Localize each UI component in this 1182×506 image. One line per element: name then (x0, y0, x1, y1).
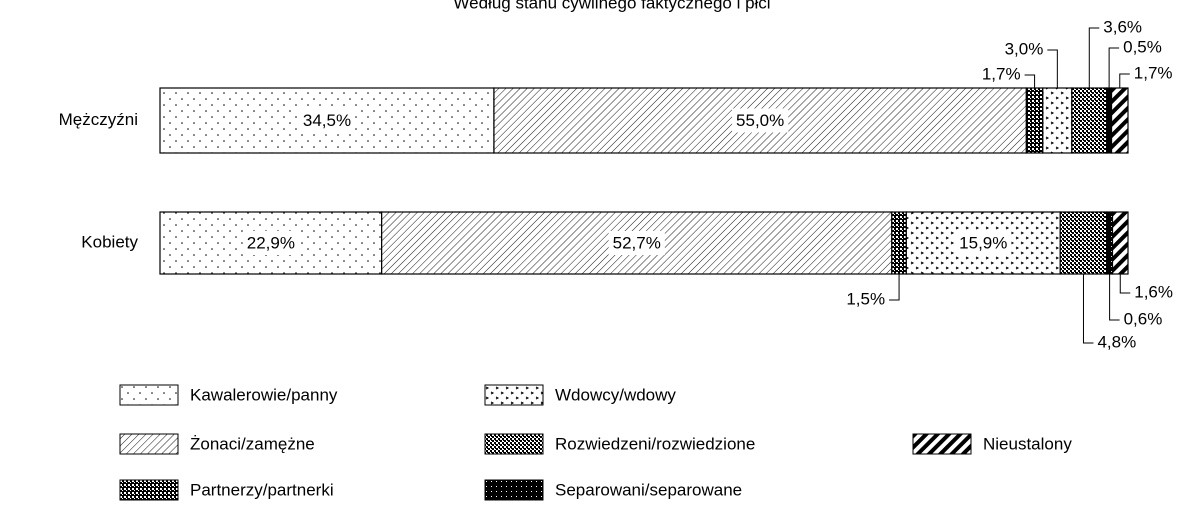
legend-label: Żonaci/zamężne (190, 434, 315, 453)
value-label: 15,9% (959, 233, 1007, 252)
leader-line (1024, 74, 1036, 88)
value-label: 1,6% (1134, 282, 1173, 301)
leader-line (1082, 274, 1094, 344)
value-label: 0,6% (1124, 309, 1163, 328)
legend-swatch (912, 433, 972, 455)
value-label: 52,7% (613, 233, 661, 252)
leader-line (1088, 27, 1100, 88)
category-label: Mężczyźni (59, 110, 138, 129)
value-label: 55,0% (736, 111, 784, 130)
value-label: 22,9% (247, 233, 295, 252)
bar-segment (1106, 87, 1113, 154)
leader-line (1109, 274, 1120, 321)
value-label: 34,5% (303, 111, 351, 130)
bar-segment (1110, 87, 1129, 154)
label-bg (608, 231, 665, 255)
bar-segment (1042, 87, 1073, 154)
bar-segment (1059, 211, 1108, 275)
legend-label: Wdowcy/wdowy (555, 385, 676, 404)
leader-line (889, 274, 900, 301)
legend-swatch (484, 384, 544, 406)
bar-segment (1111, 211, 1129, 275)
legend-swatch (484, 433, 544, 455)
value-label: 3,6% (1103, 17, 1142, 36)
value-label: 1,7% (982, 64, 1021, 83)
legend-label: Separowani/separowane (555, 480, 742, 499)
leader-line (1108, 47, 1120, 88)
bar-segment (1025, 87, 1044, 154)
leader-line (1119, 274, 1131, 294)
category-label: Kobiety (81, 232, 138, 251)
bar-segment (891, 211, 907, 275)
leader-line (1119, 73, 1130, 88)
value-label: 1,5% (846, 289, 885, 308)
label-bg (955, 231, 1012, 255)
label-bg (242, 231, 299, 255)
bar-segment (1071, 87, 1108, 154)
value-label: 3,0% (1005, 39, 1044, 58)
label-bg (298, 108, 356, 133)
legend-label: Nieustalony (983, 434, 1072, 453)
legend-swatch (484, 479, 544, 501)
chart-title: Według stanu cywilnego faktycznego i płc… (453, 0, 770, 12)
label-bg (732, 108, 789, 133)
legend-label: Kawalerowie/panny (190, 385, 338, 404)
bar-segment (1106, 211, 1114, 275)
legend-swatch (119, 479, 179, 501)
value-label: 1,7% (1134, 63, 1173, 82)
legend-label: Rozwiedzeni/rozwiedzione (555, 434, 755, 453)
legend-label: Partnerzy/partnerki (190, 480, 334, 499)
legend-swatch (119, 433, 179, 455)
leader-line (1047, 49, 1058, 88)
value-label: 0,5% (1123, 37, 1162, 56)
value-label: 4,8% (1097, 332, 1136, 351)
legend-swatch (119, 384, 179, 406)
